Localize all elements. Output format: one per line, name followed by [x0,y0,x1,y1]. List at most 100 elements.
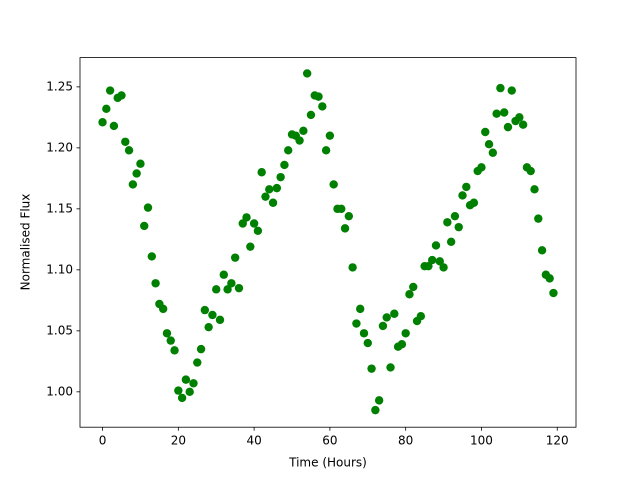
data-point [386,363,395,372]
data-point [428,255,437,265]
y-tick-label: 1.20 [46,140,73,154]
data-point [401,329,410,338]
data-point [321,146,331,155]
data-point [272,183,282,193]
y-tick-label: 1.05 [46,323,73,337]
data-point [340,224,350,233]
data-point [284,146,293,155]
data-point [151,279,160,288]
data-point [140,221,149,231]
data-point [359,329,369,338]
data-point [397,340,407,349]
data-point [246,242,255,251]
data-point [158,304,168,314]
data-point [193,358,202,367]
data-point [450,211,460,221]
data-point [530,185,539,194]
data-point [363,338,372,348]
data-point [446,237,456,246]
x-tick-label: 120 [546,434,569,448]
data-point [390,309,399,318]
data-point [196,344,206,354]
data-point [488,148,498,157]
data-point [424,261,433,271]
data-point [526,166,535,176]
data-point [469,198,479,207]
data-point [515,113,524,122]
y-tick-label: 1.15 [46,201,73,215]
data-point [143,203,153,212]
data-point [189,379,198,388]
data-point [268,198,278,207]
data-point [238,219,247,228]
data-point [462,182,471,192]
data-point [124,146,134,155]
data-point [378,321,388,331]
data-point [105,86,115,95]
data-point [227,279,236,288]
x-tick-label: 100 [470,434,493,448]
data-point [299,126,308,135]
data-point [496,83,505,93]
data-point [314,92,323,101]
data-point [484,140,494,149]
data-point [499,108,509,117]
data-point [454,222,463,232]
data-point [121,137,130,146]
data-point [371,405,380,415]
data-point [223,285,232,294]
data-point [507,86,516,95]
x-axis-label: Time (Hours) [288,456,367,470]
data-point [329,180,338,189]
data-point [128,180,138,189]
data-point [367,364,376,373]
data-point [117,91,126,100]
data-point [545,274,554,283]
data-point [318,102,327,111]
data-point [443,218,452,227]
data-point [102,104,111,114]
y-tick-label: 1.25 [46,79,73,93]
data-point [132,169,141,178]
data-point [518,120,528,129]
data-point [382,313,391,322]
data-point [170,346,179,355]
y-axis-label: Normalised Flux [19,194,33,291]
data-point [337,204,346,214]
data-point [537,246,547,255]
data-point [325,131,335,140]
y-tick-label: 1.10 [46,262,73,276]
data-point [374,396,384,405]
data-point [439,263,448,272]
plot-frame [79,57,577,428]
data-point [200,305,210,315]
data-point [344,211,354,221]
data-point [276,172,285,182]
data-point [136,159,145,168]
data-point [109,121,119,131]
data-point [549,288,558,298]
data-point [230,253,240,262]
data-point [435,257,444,266]
x-tick-label: 0 [99,434,107,448]
data-point [177,393,187,403]
data-point [348,263,357,272]
data-point [185,387,194,397]
data-point [356,304,365,314]
data-point [174,386,183,395]
data-point [204,322,213,332]
data-point [212,285,221,294]
data-point [219,270,228,279]
data-point [249,219,259,228]
x-tick-label: 80 [398,434,413,448]
data-point [503,122,513,132]
data-point [405,290,414,299]
data-point [253,226,263,236]
data-point [181,375,191,384]
data-point [208,310,217,320]
data-point [261,192,270,201]
data-point [166,336,175,345]
data-point [481,127,490,137]
